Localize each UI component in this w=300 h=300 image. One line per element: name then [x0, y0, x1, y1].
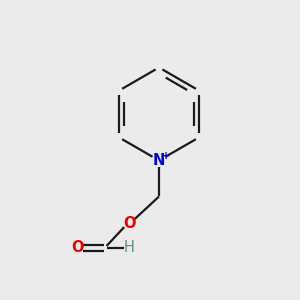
Text: O: O: [123, 216, 135, 231]
Text: N: N: [153, 153, 165, 168]
Text: +: +: [162, 151, 170, 161]
Text: H: H: [124, 240, 134, 255]
Text: O: O: [72, 240, 84, 255]
